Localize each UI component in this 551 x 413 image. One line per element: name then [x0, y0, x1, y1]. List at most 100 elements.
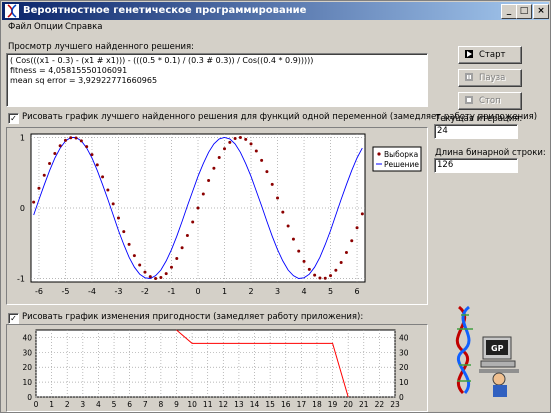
sample-point [106, 188, 110, 192]
sample-point [265, 170, 269, 174]
series-solution-line [33, 137, 363, 279]
sample-point [323, 276, 327, 280]
sample-point [355, 226, 359, 230]
y-tick-label-right: 20 [399, 363, 409, 372]
sample-point [53, 152, 57, 156]
series-sample-points [32, 136, 364, 280]
sample-point [313, 273, 317, 277]
sample-point [101, 175, 105, 179]
sample-point [169, 265, 173, 269]
legend-sample-label: Выборка [384, 150, 418, 159]
sample-point [339, 260, 343, 264]
stop-icon [465, 96, 473, 104]
x-tick-label: 2 [65, 400, 70, 409]
x-tick-label: 11 [203, 400, 213, 409]
x-tick-label: 22 [375, 400, 385, 409]
x-tick-label: 5 [328, 287, 333, 296]
stop-button[interactable]: Стоп [458, 92, 522, 110]
fitness-chart-y-ticks-right: 40 30 20 10 0 [399, 333, 409, 402]
iteration-label: Текущая итерация: [435, 114, 523, 124]
y-tick-label-right: 0 [399, 393, 404, 402]
x-tick-label: 13 [234, 400, 244, 409]
maximize-button[interactable]: □ [516, 4, 532, 19]
solution-view-label: Просмотр лучшего найденного решения: [8, 42, 194, 52]
sample-point [48, 162, 52, 166]
menu-options[interactable]: Опции [34, 22, 64, 32]
x-tick-label: 16 [281, 400, 291, 409]
solution-expression: ( Cos(((x1 - 0.3) - (x1 # x1))) - (((0.5… [10, 56, 314, 65]
solution-memo[interactable]: ( Cos(((x1 - 0.3) - (x1 # x1))) - (((0.5… [6, 53, 428, 107]
sample-point [79, 139, 83, 143]
y-tick-label-right: 40 [399, 333, 409, 342]
y-tick-label: -1 [17, 274, 25, 283]
x-tick-label: 0 [195, 287, 200, 296]
function-chart-panel: -6 -5 -4 -3 -2 -1 0 1 2 3 4 5 6 1 0 -1 Выборка Решение [6, 127, 428, 305]
dna-app-icon [5, 4, 19, 18]
x-tick-label: 18 [312, 400, 322, 409]
y-tick-label: 0 [27, 393, 32, 402]
x-tick-label: 14 [250, 400, 260, 409]
close-button[interactable]: × [533, 4, 549, 19]
iteration-field[interactable]: 24 [434, 124, 518, 139]
mse-value: mean sq error = 3,92922771660965 [10, 76, 158, 85]
y-tick-label: 0 [20, 204, 25, 213]
x-tick-label: 7 [143, 400, 148, 409]
sample-point [180, 246, 184, 250]
fitness-chart-y-ticks: 40 30 20 10 0 [22, 333, 32, 402]
binary-length-label: Длина бинарной строки: [435, 148, 546, 158]
x-tick-label: -3 [114, 287, 122, 296]
x-tick-label: -1 [167, 287, 175, 296]
menu-help[interactable]: Справка [65, 22, 103, 32]
fitness-value: fitness = 4,05815550106091 [10, 66, 128, 75]
sample-point [164, 272, 168, 276]
fitness-plot-checkbox[interactable]: ✓ [8, 313, 19, 324]
sample-point [148, 275, 152, 279]
x-tick-label: 6 [355, 287, 360, 296]
sample-point [37, 186, 41, 190]
y-tick-label: 1 [20, 134, 25, 143]
x-tick-label: 1 [49, 400, 54, 409]
fitness-chart: 0 1 2 3 4 5 6 7 8 9 10 11 12 13 14 15 16 17 18 19 20 21 22 23 4… [22, 329, 409, 409]
menu-file[interactable]: Файл [8, 22, 32, 32]
function-plot-checkbox[interactable]: ✓ [8, 113, 19, 124]
function-chart: -6 -5 -4 -3 -2 -1 0 1 2 3 4 5 6 1 0 -1 Выборка Решение [17, 133, 422, 296]
sample-point [196, 206, 200, 210]
sample-point [90, 153, 94, 157]
fitness-plot-area [35, 329, 396, 398]
x-tick-label: -6 [35, 287, 43, 296]
sample-point [329, 274, 333, 278]
x-tick-label: -5 [61, 287, 69, 296]
sample-point [291, 237, 295, 241]
y-tick-label: 20 [22, 363, 32, 372]
y-tick-label: 10 [22, 378, 32, 387]
pause-icon [465, 73, 473, 81]
minimize-button[interactable]: _ [501, 4, 517, 19]
x-tick-label: 8 [158, 400, 163, 409]
sample-point [42, 173, 46, 177]
sample-point [223, 147, 227, 151]
sample-point [159, 275, 163, 279]
sample-point [350, 239, 354, 243]
play-icon [465, 50, 473, 58]
binary-length-field[interactable]: 126 [434, 158, 518, 173]
sample-point [175, 257, 179, 261]
stop-label: Стоп [479, 96, 501, 106]
series-fitness-line [176, 329, 349, 398]
sample-point [138, 263, 142, 267]
sample-point [122, 230, 126, 234]
start-button[interactable]: Старт [458, 46, 522, 64]
y-tick-label: 30 [22, 348, 32, 357]
sample-point [297, 249, 301, 253]
x-tick-label: 5 [112, 400, 117, 409]
sample-point [318, 276, 322, 280]
menu-bar: Файл Опции Справка [2, 20, 549, 36]
pause-button[interactable]: Пауза [458, 69, 522, 87]
sample-point [85, 145, 89, 149]
sample-point [111, 202, 115, 206]
x-tick-label: 1 [222, 287, 227, 296]
sample-point [344, 250, 348, 254]
sample-point [201, 192, 205, 196]
title-bar[interactable]: Вероятностное генетическое программирова… [2, 2, 549, 20]
sample-point [302, 259, 306, 263]
x-tick-label: 10 [187, 400, 197, 409]
